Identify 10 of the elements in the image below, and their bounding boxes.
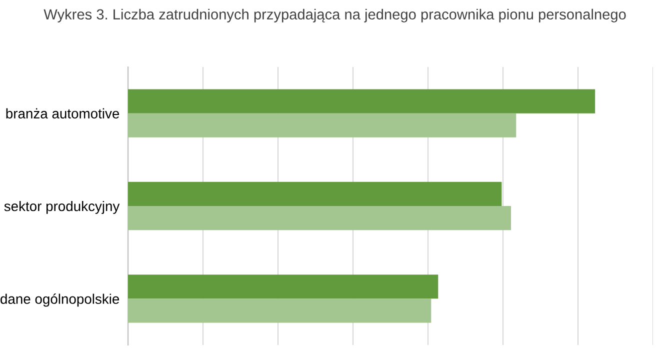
chart-title: Wykres 3. Liczba zatrudnionych przypadająca na jednego pracownika pionu personalnego	[44, 8, 626, 22]
bar	[128, 298, 432, 323]
bar	[128, 274, 438, 299]
y-tick-label: dane ogólnopolskie	[0, 294, 120, 307]
bar	[128, 89, 596, 114]
y-tick-label: sektor produkcyjny	[4, 200, 120, 214]
bar	[128, 182, 502, 206]
bar	[128, 113, 516, 138]
bar	[128, 206, 512, 230]
y-tick-label: branża automotive	[6, 108, 120, 119]
